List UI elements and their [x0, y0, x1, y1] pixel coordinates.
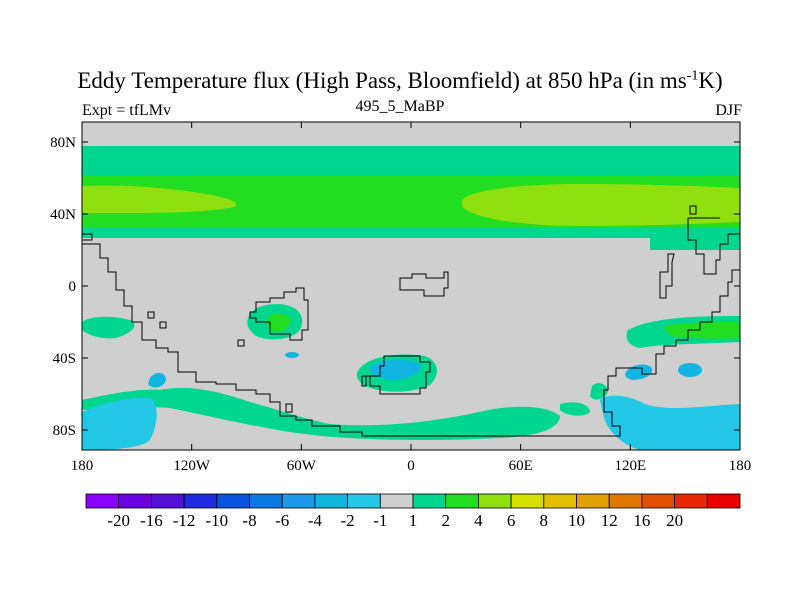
colorbar-swatch — [249, 493, 283, 509]
colorbar-label: -16 — [140, 511, 163, 530]
southern-ocean-belt — [82, 387, 560, 440]
colorbar-swatch — [347, 493, 381, 509]
map-title: Eddy Temperature flux (High Pass, Bloomf… — [77, 68, 723, 93]
coast-segment — [249, 287, 309, 341]
sh-feature-13 — [560, 402, 590, 416]
sh-feature-8 — [369, 359, 421, 380]
colorbar-label: -12 — [173, 511, 196, 530]
lon-tick-label: 120E — [614, 458, 646, 474]
lon-tick-label: 180 — [71, 458, 94, 474]
sh-feature-11 — [148, 372, 166, 388]
colorbar-label: -2 — [341, 511, 355, 530]
colorbar-label: 6 — [507, 511, 516, 530]
colorbar-label: 10 — [568, 511, 585, 530]
sh-feature-6 — [664, 322, 740, 339]
antarctic-negative-east — [600, 395, 740, 450]
colorbar-label: -10 — [205, 511, 228, 530]
colorbar-swatch — [641, 493, 676, 509]
coast-segment — [159, 321, 167, 329]
colorbar-swatch — [281, 493, 316, 509]
lon-tick-label: 180 — [729, 458, 752, 474]
colorbar-label: 20 — [666, 511, 683, 530]
colorbar-swatch — [314, 493, 348, 509]
colorbar-label: 4 — [474, 511, 483, 530]
colorbar-label: -6 — [275, 511, 289, 530]
colorbar-swatch — [510, 493, 545, 509]
coastlines — [82, 205, 740, 437]
colorbar-swatch — [706, 493, 741, 509]
colorbar-label: 16 — [633, 511, 650, 530]
colorbar-swatch — [543, 493, 577, 509]
colorbar-swatch — [608, 493, 643, 509]
colorbar-swatch — [576, 493, 610, 509]
lat-tick-label: 40S — [53, 351, 76, 367]
nh-band-tail — [82, 238, 740, 250]
sh-feature-4 — [285, 352, 299, 358]
colorbar-label: -4 — [308, 511, 323, 530]
latitude-axis: 80N 40N 0 40S 80S — [50, 135, 740, 439]
colorbar-label: -20 — [107, 511, 130, 530]
coast-segment — [82, 243, 740, 437]
colorbar-label: 1 — [409, 511, 418, 530]
colorbar-swatch — [379, 493, 414, 509]
lon-tick-label: 60W — [287, 458, 317, 474]
coast-segment — [147, 311, 155, 319]
lon-tick-label: 0 — [407, 458, 415, 474]
nh-core-east — [462, 184, 740, 226]
lon-tick-label: 120W — [173, 458, 211, 474]
coast-segment — [399, 271, 449, 297]
colorbar-label: -8 — [242, 511, 256, 530]
colorbar-swatch — [150, 493, 185, 509]
colorbar: -20 -16 -12 -10 -8 -6 -4 -2 -1 1 2 4 6 8 10 12 16 20 — [85, 493, 741, 530]
lat-tick-label: 80S — [53, 423, 76, 439]
lat-tick-label: 40N — [50, 207, 76, 223]
colorbar-swatch — [445, 493, 479, 509]
lat-tick-label: 0 — [69, 279, 77, 295]
coast-segment — [285, 403, 293, 413]
colorbar-label: 12 — [601, 511, 618, 530]
run-id-label: 495_5_MaBP — [355, 98, 445, 115]
colorbar-swatch — [118, 493, 152, 509]
coast-segment — [82, 233, 93, 241]
coast-segment — [659, 253, 675, 299]
colorbar-swatch — [85, 493, 120, 509]
coast-segment — [687, 217, 740, 275]
antarctic-negative-west — [82, 397, 157, 450]
sh-feature-1 — [82, 316, 135, 339]
map-plot-area — [82, 122, 740, 450]
lon-tick-label: 60E — [509, 458, 533, 474]
coast-segment — [361, 355, 431, 395]
sh-feature-3 — [267, 313, 291, 332]
longitude-axis: 180 120W 60W 0 60E 120E 180 — [71, 122, 752, 474]
colorbar-swatch — [412, 493, 447, 509]
lat-tick-label: 80N — [50, 135, 76, 151]
colorbar-swatch — [477, 493, 512, 509]
colorbar-label: 8 — [540, 511, 549, 530]
sh-feature-10 — [678, 363, 702, 377]
experiment-label: Expt = tfLMv — [82, 102, 172, 119]
season-label: DJF — [715, 102, 742, 119]
coast-segment — [237, 339, 245, 347]
colorbar-swatch — [183, 493, 218, 509]
nh-core-west — [82, 185, 237, 214]
colorbar-label: -1 — [373, 511, 387, 530]
coast-segment — [689, 205, 697, 215]
colorbar-label: 2 — [441, 511, 450, 530]
colorbar-swatch — [216, 493, 250, 509]
colorbar-swatch — [674, 493, 708, 509]
